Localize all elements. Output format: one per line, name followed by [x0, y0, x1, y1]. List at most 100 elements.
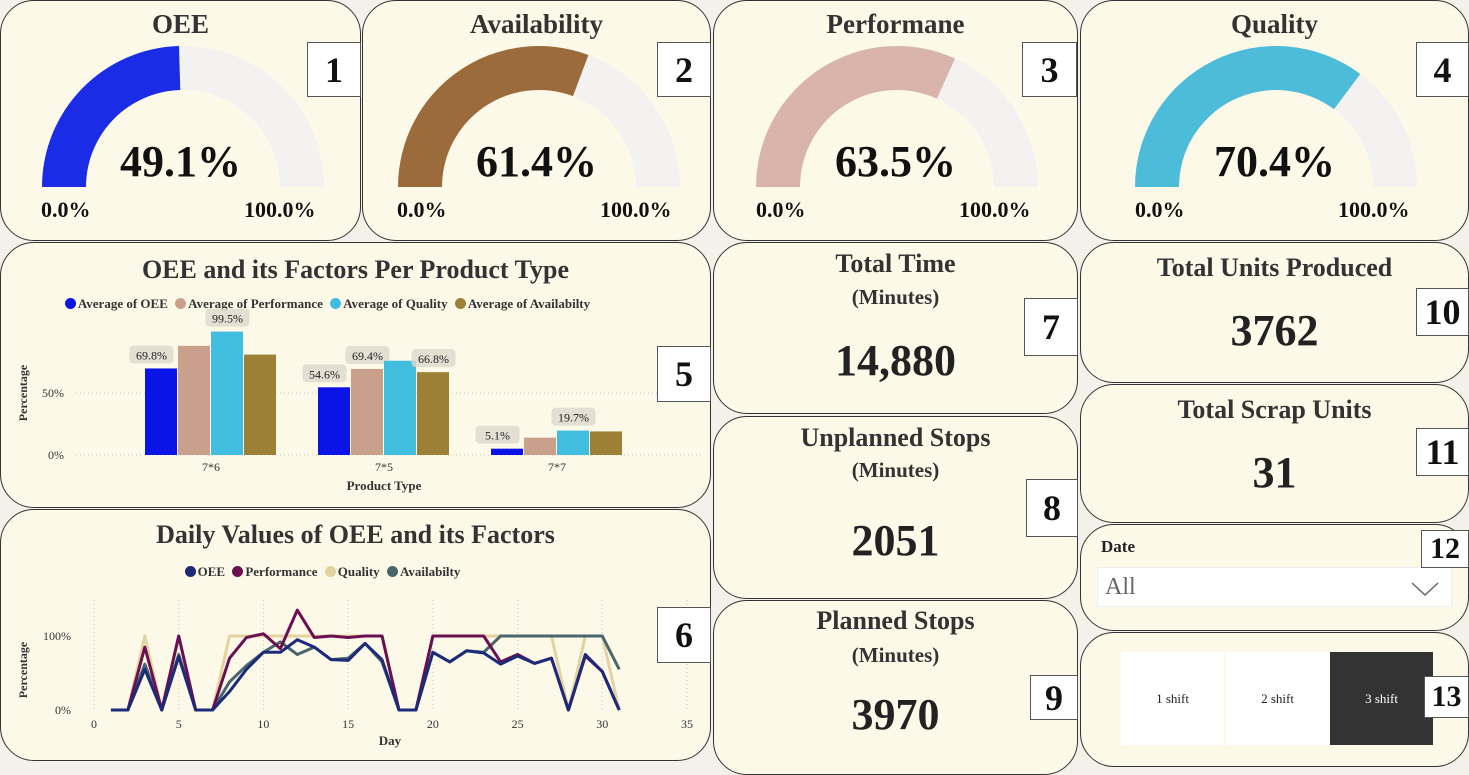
scrap-units-card: Total Scrap Units 31 — [1080, 384, 1469, 523]
data-label: 19.7% — [558, 411, 589, 425]
x-tick-label: 5 — [176, 717, 182, 731]
badge-10: 10 — [1416, 288, 1469, 336]
data-label: 69.4% — [352, 349, 383, 363]
card-title: Total Scrap Units — [1177, 395, 1372, 424]
gauge-title: Availability — [469, 9, 603, 39]
card-subtitle: (Minutes) — [851, 285, 940, 309]
badge-1: 1 — [307, 42, 361, 97]
legend-dot — [386, 566, 398, 577]
gauge-value: 63.5% — [835, 137, 956, 186]
data-label: 69.8% — [136, 348, 167, 362]
x-tick-label: 30 — [596, 717, 608, 731]
x-tick-label: 20 — [427, 717, 439, 731]
planned-stops-card: Planned Stops (Minutes) 3970 — [713, 600, 1078, 775]
x-axis-title: Product Type — [347, 478, 422, 493]
gauge-value: 61.4% — [476, 137, 597, 186]
legend-label: Average of Performance — [188, 296, 323, 311]
data-label: 99.5% — [212, 312, 243, 326]
badge-7: 7 — [1024, 298, 1078, 356]
badge-8: 8 — [1026, 479, 1078, 537]
legend-label: Average of OEE — [77, 296, 168, 311]
date-dropdown-value: All — [1105, 574, 1136, 600]
bar — [524, 437, 556, 455]
gauge-fill — [42, 46, 181, 187]
legend-dot — [324, 566, 336, 577]
line-oee — [110, 638, 621, 712]
data-label-bg — [205, 308, 250, 327]
gauge-title: Performane — [826, 9, 965, 39]
bar — [318, 387, 350, 455]
x-tick-label: 10 — [257, 717, 269, 731]
gauge-title: OEE — [151, 9, 210, 39]
unplanned-stops-card: Unplanned Stops (Minutes) 2051 — [713, 416, 1078, 599]
line-chart: 0 5 10 15 20 25 30 35 0% 100% Day Percentage — [16, 600, 693, 748]
availability-gauge-card: Availability 61.4% 0.0% 100.0% — [362, 0, 711, 241]
chart-title: OEE and its Factors Per Product Type — [141, 255, 570, 284]
card-subtitle: (Minutes) — [851, 643, 940, 667]
total-units-card: Total Units Produced 3762 — [1080, 242, 1469, 383]
data-label: 66.8% — [418, 352, 449, 366]
chart-legend: OEE Performance Quality Availabilty — [1, 564, 710, 580]
x-tick-label: 25 — [512, 717, 524, 731]
shift-option-2[interactable]: 2 shift — [1226, 652, 1329, 745]
quality-gauge — [1135, 45, 1417, 188]
legend-label: Availabilty — [399, 564, 461, 579]
y-axis-title: Percentage — [16, 364, 30, 421]
legend-dot — [454, 298, 466, 309]
x-tick-label: 7*5 — [375, 460, 393, 474]
bar-chart-card: OEE and its Factors Per Product Type Ave… — [0, 242, 711, 508]
card-subtitle: (Minutes) — [851, 458, 940, 482]
date-filter-label: Date — [1101, 537, 1135, 556]
legend-dot — [232, 566, 244, 577]
badge-6: 6 — [657, 607, 711, 663]
legend-dot — [64, 298, 76, 309]
performance-gauge-card: Performane 63.5% 0.0% 100.0% — [713, 0, 1078, 241]
bar-chart: 0% 50% 7*6 69.8% 99.5% 7*5 54.6% 69.4% 66.8% 7*7 5… — [16, 308, 701, 493]
shift-option-3-selected[interactable]: 3 shift — [1330, 652, 1433, 745]
gauge-min: 0.0% — [41, 197, 91, 222]
y-axis-title: Percentage — [16, 641, 30, 698]
bar — [417, 372, 449, 455]
gauge-fill — [756, 45, 956, 187]
data-label-bg — [551, 407, 596, 426]
legend-dot — [175, 298, 187, 309]
oee-gauge — [42, 46, 324, 187]
badge-5: 5 — [657, 346, 711, 402]
gauge-fill — [398, 46, 589, 188]
gauge-fill — [1135, 45, 1361, 188]
bar — [557, 430, 589, 455]
shift-option-1[interactable]: 1 shift — [1121, 652, 1224, 745]
data-label-bg — [129, 345, 174, 364]
gauge-value: 70.4% — [1214, 137, 1335, 186]
bar — [145, 368, 177, 455]
date-filter-card: Date All — [1080, 524, 1469, 631]
y-tick-label: 0% — [55, 703, 71, 717]
x-tick-label: 7*6 — [202, 460, 220, 474]
total-time-card: Total Time (Minutes) 14,880 — [713, 242, 1078, 414]
availability-gauge — [398, 46, 680, 188]
date-dropdown[interactable]: All — [1097, 567, 1452, 607]
gauge-title: Quality — [1230, 9, 1318, 39]
gauge-min: 0.0% — [1135, 197, 1185, 222]
badge-11: 11 — [1416, 428, 1469, 476]
y-tick-label: 0% — [48, 448, 64, 462]
bar — [211, 331, 243, 455]
x-tick-label: 0 — [91, 717, 97, 731]
legend-label: Average of Availabilty — [467, 296, 591, 311]
legend-label: Quality — [337, 564, 380, 579]
chart-title: Daily Values of OEE and its Factors — [156, 520, 555, 549]
x-axis-title: Day — [379, 733, 402, 748]
gauge-min: 0.0% — [756, 197, 806, 222]
bar — [244, 354, 276, 455]
x-tick-label: 7*7 — [548, 460, 566, 474]
legend-label: OEE — [197, 564, 226, 579]
oee-gauge-card: OEE 49.1% 0.0% 100.0% — [0, 0, 361, 241]
badge-3: 3 — [1022, 42, 1077, 97]
data-label-bg — [302, 364, 347, 383]
bar — [351, 368, 383, 455]
gauge-max: 100.0% — [959, 197, 1031, 222]
gauge-min: 0.0% — [397, 197, 447, 222]
gauge-max: 100.0% — [600, 197, 672, 222]
card-value: 3970 — [851, 690, 940, 739]
data-label: 54.6% — [309, 367, 340, 381]
